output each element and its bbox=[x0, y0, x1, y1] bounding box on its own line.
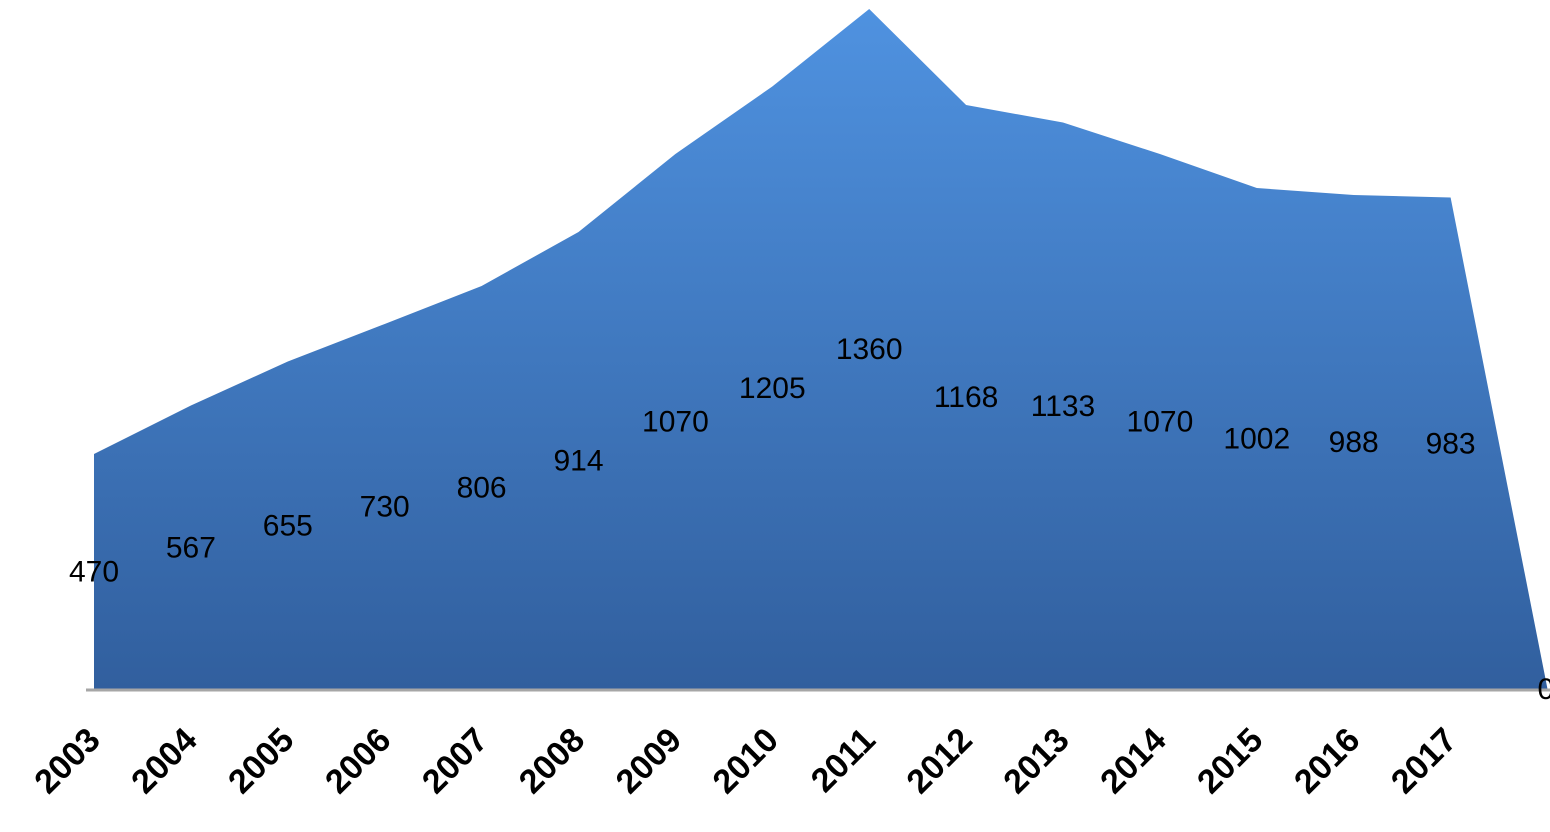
data-label: 914 bbox=[553, 445, 603, 478]
x-tick-label: 2007 bbox=[415, 721, 495, 801]
x-tick-label: 2011 bbox=[804, 721, 883, 800]
data-label: 1070 bbox=[1127, 406, 1194, 439]
x-tick-label: 2009 bbox=[609, 721, 689, 801]
x-tick-label: 2012 bbox=[899, 721, 979, 801]
area-series bbox=[94, 9, 1548, 689]
x-tick-label: 2003 bbox=[27, 721, 107, 801]
x-tick-label: 2005 bbox=[221, 721, 301, 801]
data-label: 730 bbox=[360, 491, 410, 524]
data-label: 1360 bbox=[836, 333, 903, 366]
data-label: 1168 bbox=[934, 381, 999, 414]
data-label: 655 bbox=[263, 509, 313, 542]
data-label: 1205 bbox=[739, 372, 806, 405]
area-layer bbox=[94, 9, 1548, 689]
x-tick-label: 2004 bbox=[124, 721, 204, 801]
data-label: 988 bbox=[1329, 426, 1379, 459]
x-tick-label: 2017 bbox=[1384, 721, 1464, 801]
data-label: 1133 bbox=[1031, 390, 1096, 423]
data-label: 567 bbox=[166, 531, 216, 564]
x-tick-label: 2015 bbox=[1190, 721, 1270, 801]
x-tick-label: 2010 bbox=[706, 721, 786, 801]
data-label: 983 bbox=[1426, 427, 1476, 460]
data-label: 0 bbox=[1538, 673, 1550, 706]
x-tick-label: 2013 bbox=[996, 721, 1076, 801]
data-label: 1002 bbox=[1223, 423, 1290, 456]
data-label: 1070 bbox=[642, 406, 709, 439]
x-tick-label: 2006 bbox=[318, 721, 398, 801]
data-label: 806 bbox=[457, 472, 507, 505]
x-tick-label: 2014 bbox=[1093, 721, 1173, 801]
x-tick-label: 2016 bbox=[1287, 721, 1367, 801]
data-label: 470 bbox=[69, 556, 119, 589]
x-tick-label: 2008 bbox=[512, 721, 592, 801]
